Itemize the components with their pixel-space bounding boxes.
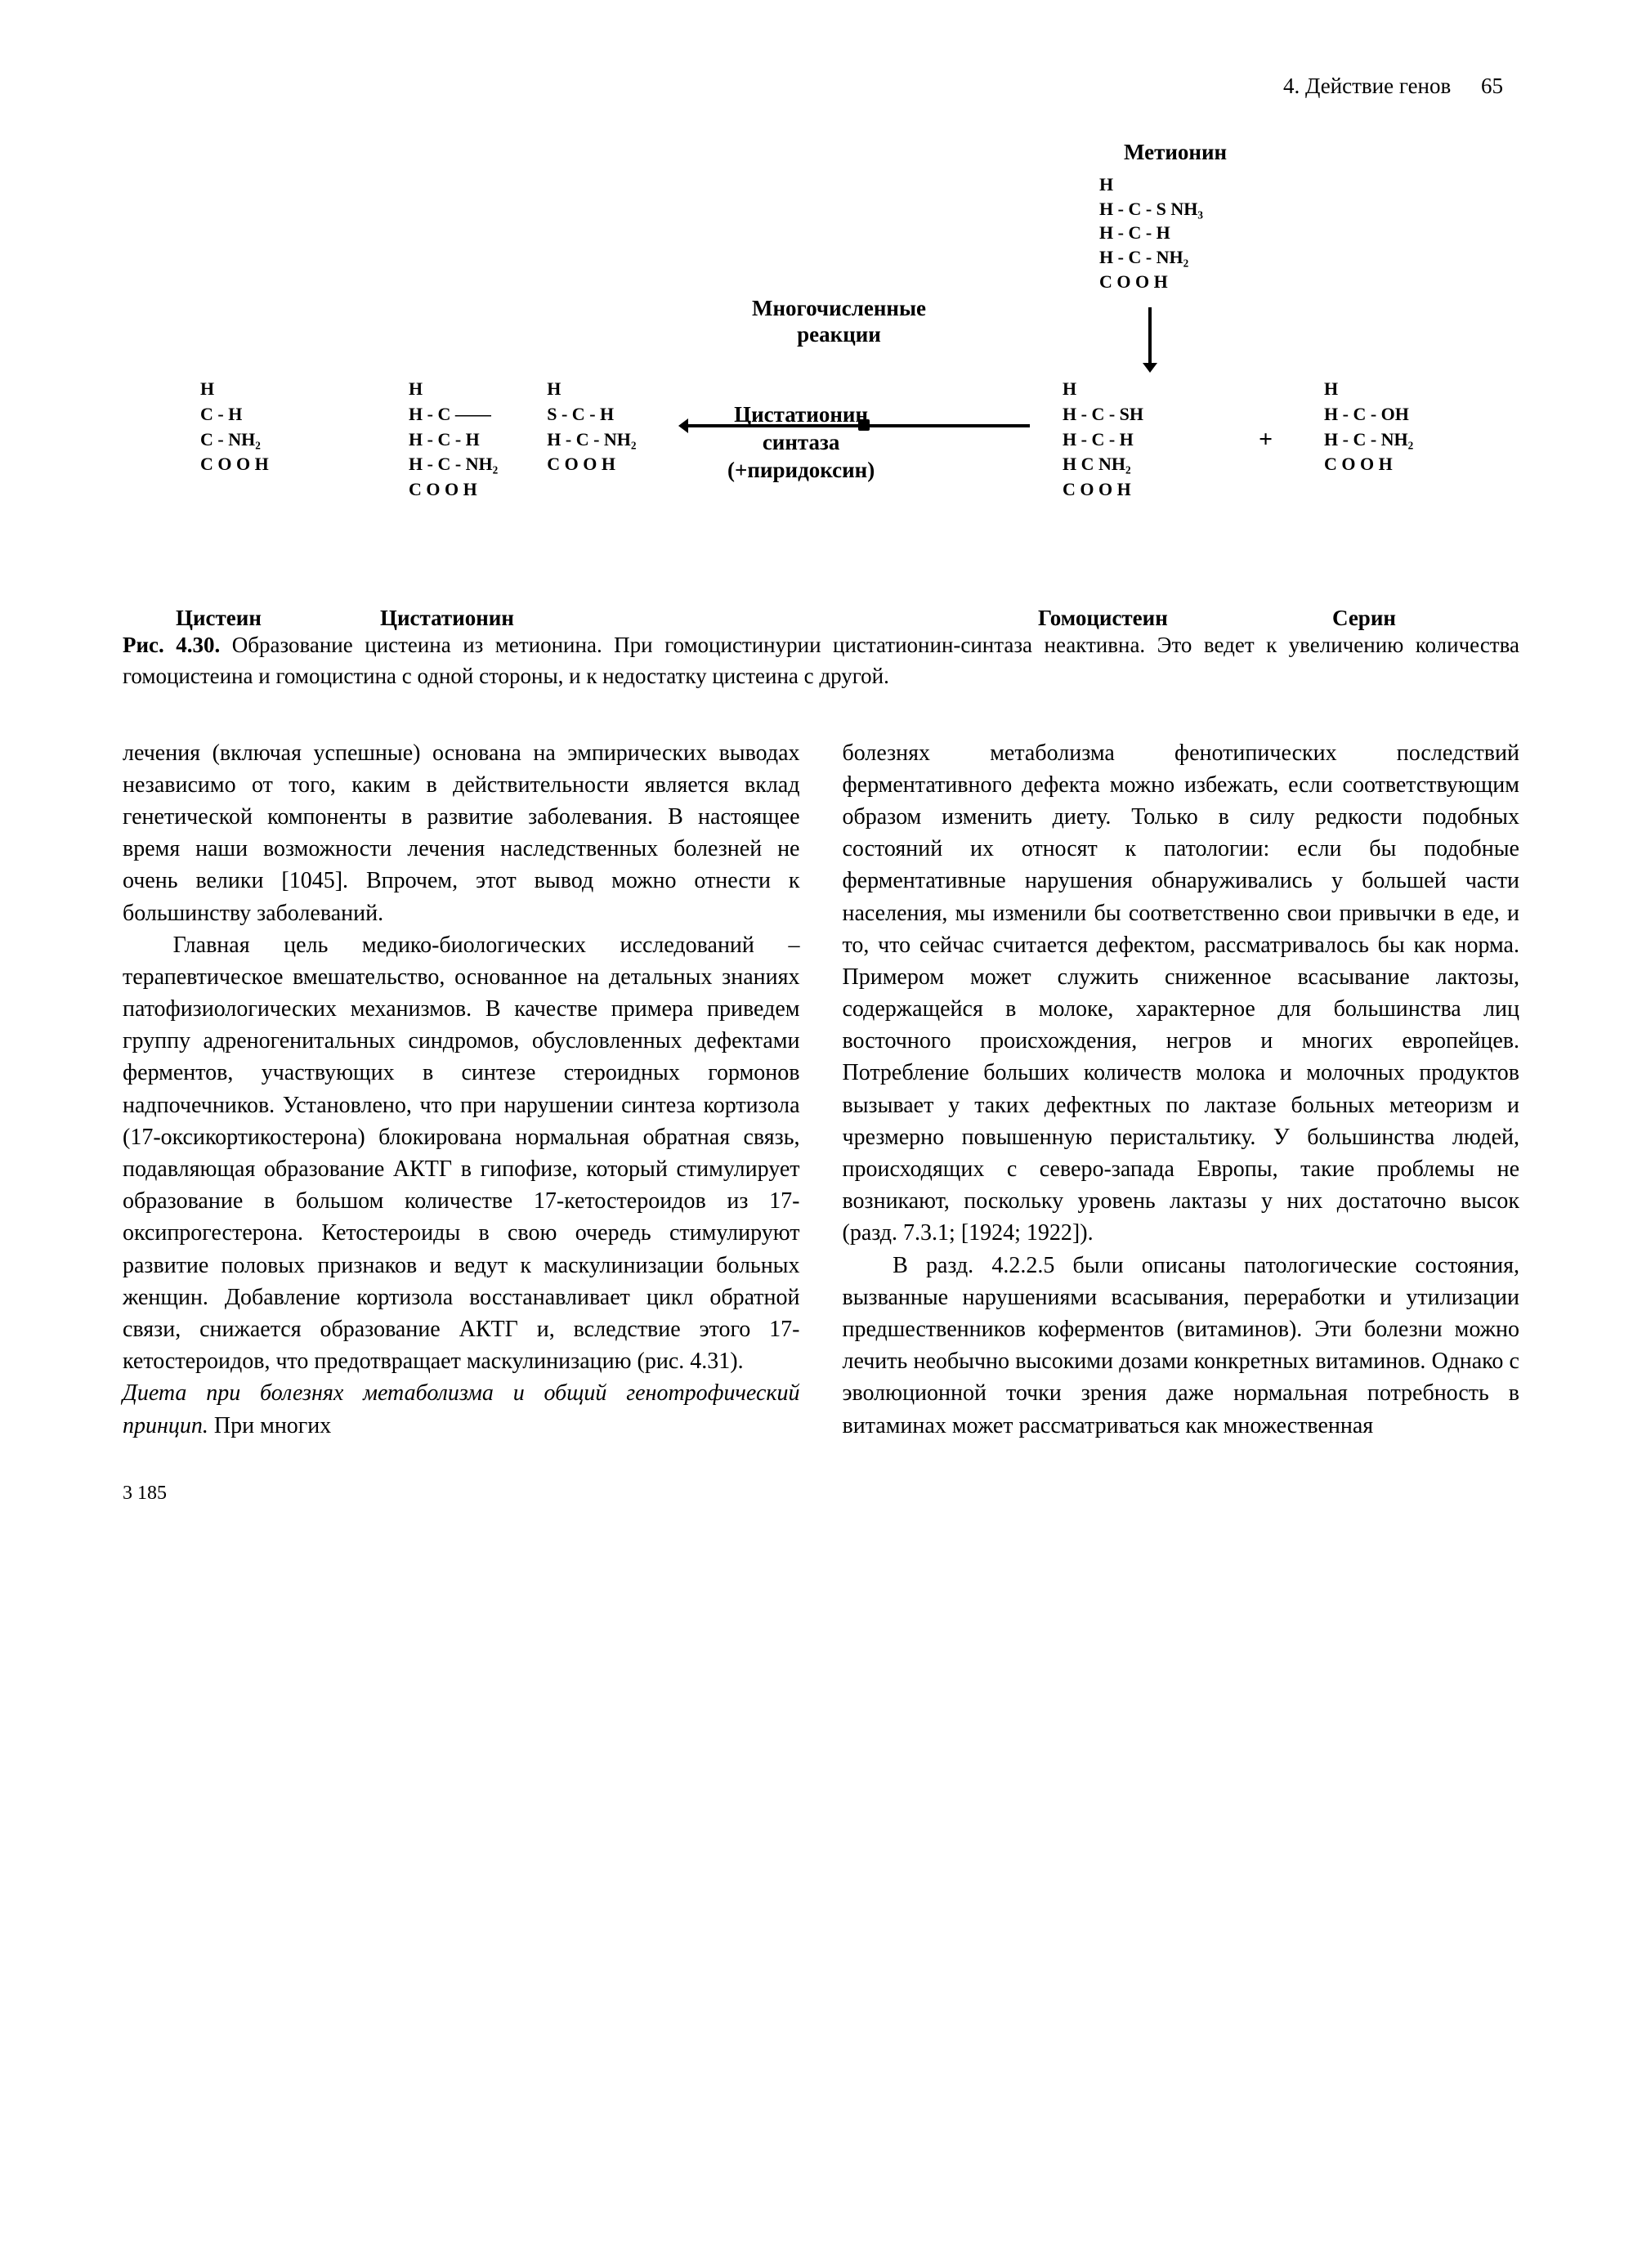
figure-diagram: Метионин H H - C - S NH₃ H - C - H H - C… bbox=[123, 132, 1519, 606]
footer-signature: 3 185 bbox=[123, 1483, 1519, 1505]
cystathionine-structure: H H - C —— H - C - H H - C - NH₂ C O O H… bbox=[409, 377, 637, 503]
methionine-label: Метионин bbox=[1124, 140, 1227, 165]
figure-caption-text: Образование цистеина из метионина. При г… bbox=[123, 633, 1519, 688]
left-column: лечения (включая успешные) основана на э… bbox=[123, 737, 800, 1442]
serine-structure: H H - C - OH H - C - NH₂ C O O H bbox=[1324, 377, 1413, 477]
cystathionine-label: Цистатионин bbox=[380, 606, 514, 631]
enzyme-label: Цистатионин синтаза (+пиридоксин) bbox=[727, 401, 875, 484]
page-number: 65 bbox=[1481, 74, 1503, 98]
figure-caption: Рис. 4.30. Образование цистеина из метио… bbox=[123, 630, 1519, 692]
cysteine-structure: H C - H C - NH₂ C O O H bbox=[200, 377, 269, 477]
page-header: 4. Действие генов 65 bbox=[123, 74, 1519, 99]
serine-label: Серин bbox=[1332, 606, 1396, 631]
methionine-structure: H H - C - S NH₃ H - C - H H - C - NH₂ C … bbox=[1099, 172, 1203, 293]
left-p3-rest: При многих bbox=[208, 1413, 331, 1438]
section-title: 4. Действие генов bbox=[1283, 74, 1451, 98]
right-p2: В разд. 4.2.2.5 были описаны патологичес… bbox=[843, 1250, 1520, 1442]
plus-sign: + bbox=[1259, 426, 1273, 454]
left-p1: лечения (включая успешные) основана на э… bbox=[123, 737, 800, 929]
cysteine-label: Цистеин bbox=[176, 606, 262, 631]
homocysteine-label: Гомоцистеин bbox=[1038, 606, 1168, 631]
right-column: болезнях метаболизма фенотипических посл… bbox=[843, 737, 1520, 1442]
figure-number: Рис. 4.30. bbox=[123, 633, 220, 657]
arrow-down-icon bbox=[1148, 307, 1152, 365]
reactions-label: Многочисленные реакции bbox=[752, 295, 926, 348]
left-p2: Главная цель медико-биологических исслед… bbox=[123, 929, 800, 1378]
left-p3: Диета при болезнях метаболизма и общий г… bbox=[123, 1377, 800, 1441]
body-columns: лечения (включая успешные) основана на э… bbox=[123, 737, 1519, 1442]
right-p1: болезнях метаболизма фенотипических посл… bbox=[843, 737, 1520, 1250]
homocysteine-structure: H H - C - SH H - C - H H C NH₂ C O O H bbox=[1063, 377, 1143, 503]
